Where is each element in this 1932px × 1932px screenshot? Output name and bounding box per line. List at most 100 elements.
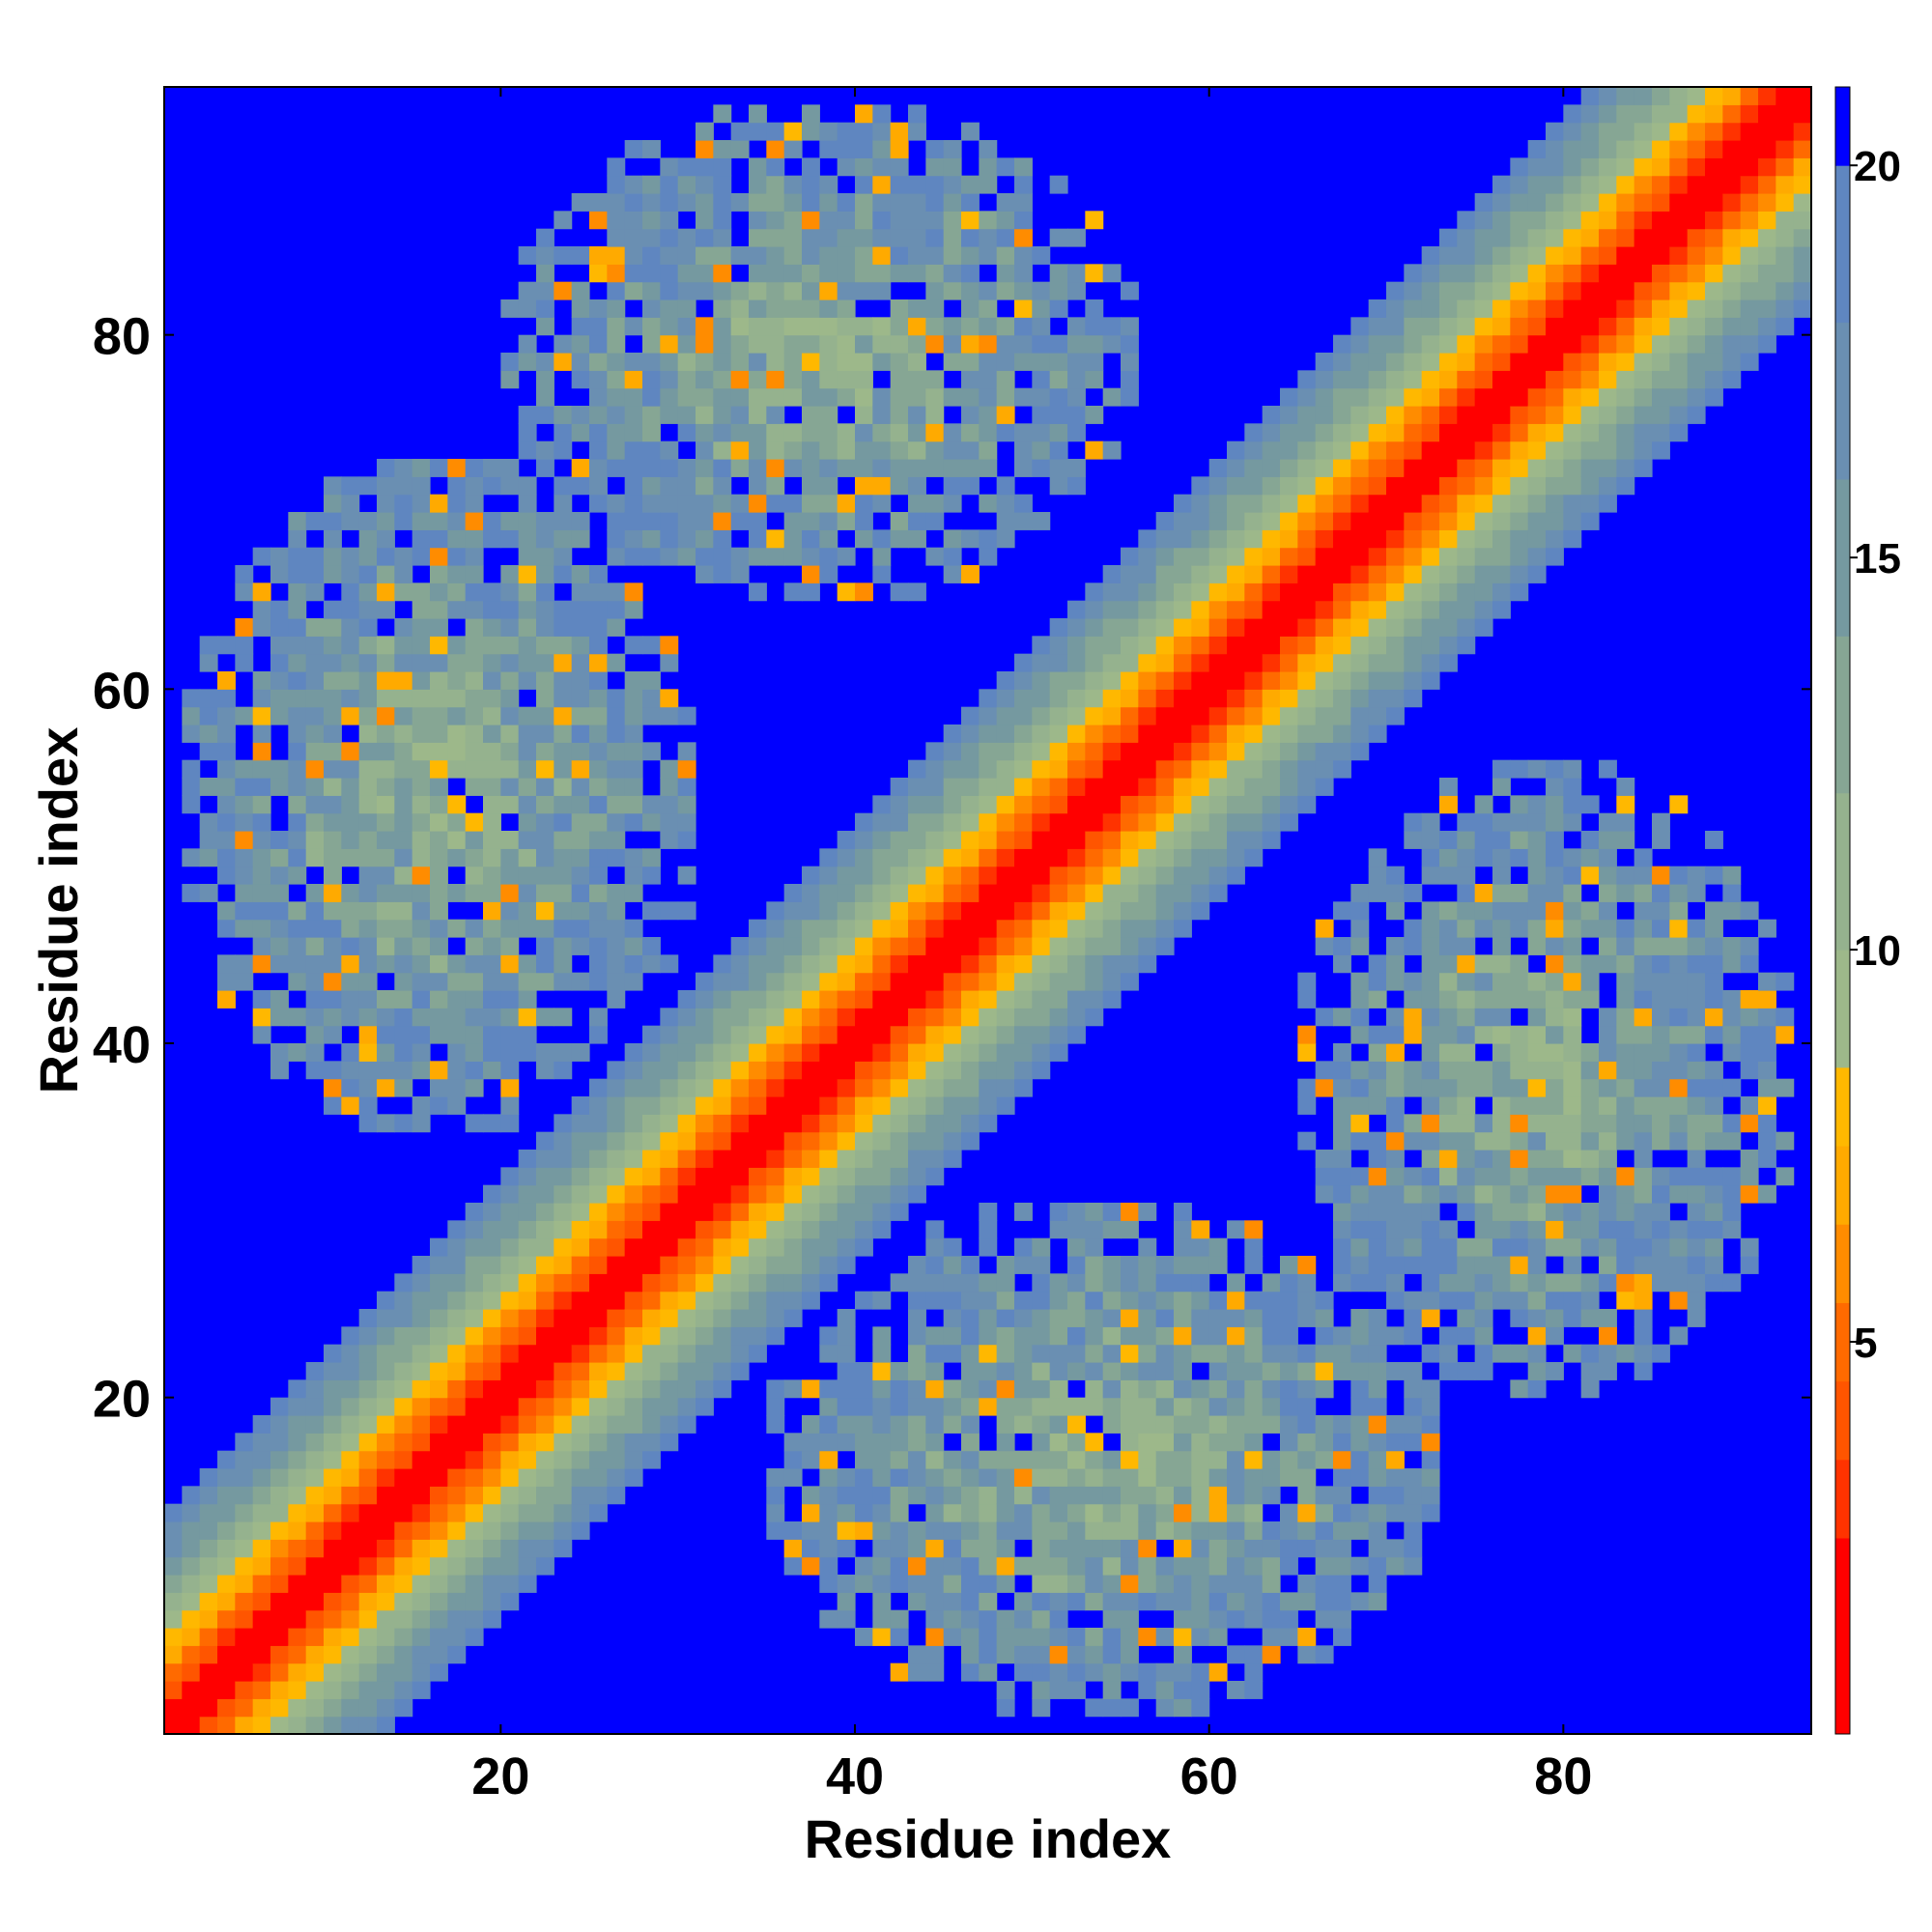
heatmap-cell — [1227, 1415, 1245, 1434]
heatmap-cell — [1315, 1575, 1334, 1593]
heatmap-cell — [1616, 281, 1635, 300]
heatmap-cell — [235, 1433, 254, 1452]
heatmap-cell — [961, 795, 980, 814]
heatmap-cell — [1121, 370, 1139, 389]
heatmap-cell — [1032, 653, 1051, 672]
heatmap-cell — [288, 529, 307, 549]
heatmap-cell — [943, 919, 962, 938]
heatmap-cell — [1350, 1592, 1370, 1611]
heatmap-cell — [536, 1184, 554, 1204]
heatmap-cell — [483, 759, 501, 779]
heatmap-cell — [571, 334, 590, 354]
heatmap-cell — [500, 1344, 520, 1363]
heatmap-cell — [1439, 281, 1458, 300]
heatmap-cell — [1350, 1167, 1370, 1186]
heatmap-cell — [1421, 990, 1440, 1009]
heatmap-cell — [305, 1379, 325, 1399]
heatmap-cell — [802, 1203, 820, 1221]
heatmap-cell — [1350, 1096, 1370, 1115]
heatmap-cell — [1191, 1415, 1210, 1434]
heatmap-cell — [908, 1096, 926, 1115]
heatmap-cell — [288, 1008, 307, 1027]
heatmap-cell — [288, 600, 307, 619]
heatmap-cell — [1580, 211, 1600, 230]
heatmap-cell — [943, 440, 962, 460]
heatmap-cell — [1032, 459, 1051, 477]
heatmap-cell — [1244, 653, 1264, 672]
heatmap-cell — [305, 954, 325, 974]
heatmap-cell — [1368, 476, 1387, 496]
heatmap-cell — [1085, 1326, 1104, 1346]
heatmap-cell — [1474, 848, 1493, 867]
heatmap-cell — [1191, 742, 1210, 761]
heatmap-cell — [324, 706, 342, 725]
heatmap-cell — [1386, 653, 1405, 672]
heatmap-cell — [500, 459, 520, 477]
heatmap-cell — [607, 193, 626, 212]
heatmap-cell — [925, 140, 945, 158]
heatmap-cell — [1705, 1008, 1723, 1027]
heatmap-cell — [1386, 1539, 1405, 1558]
heatmap-cell — [908, 1008, 926, 1027]
heatmap-cell — [1032, 1698, 1051, 1718]
heatmap-cell — [252, 866, 271, 885]
heatmap-cell — [1404, 1025, 1423, 1044]
heatmap-cell — [1404, 406, 1423, 424]
heatmap-cell — [1280, 742, 1298, 761]
heatmap-cell — [713, 406, 732, 424]
heatmap-cell — [394, 565, 413, 583]
heatmap-cell — [1262, 1575, 1281, 1593]
heatmap-cell — [1457, 901, 1476, 921]
heatmap-cell — [1333, 1468, 1351, 1487]
heatmap-cell — [1138, 1291, 1157, 1310]
heatmap-cell — [1740, 937, 1759, 955]
heatmap-cell — [819, 440, 838, 460]
heatmap-cell — [1793, 87, 1812, 105]
heatmap-cell — [1492, 211, 1511, 230]
heatmap-cell — [270, 937, 289, 955]
heatmap-cell — [412, 1645, 431, 1664]
heatmap-cell — [235, 1698, 254, 1718]
heatmap-cell — [1687, 193, 1706, 212]
heatmap-cell — [713, 1184, 732, 1204]
heatmap-cell — [766, 1167, 785, 1186]
heatmap-cell — [1032, 671, 1051, 690]
heatmap-cell — [358, 1662, 378, 1682]
heatmap-cell — [961, 724, 980, 743]
heatmap-cell — [1652, 1237, 1670, 1257]
heatmap-cell — [1368, 1450, 1387, 1469]
heatmap-cell — [1049, 1025, 1068, 1044]
heatmap-cell — [483, 1362, 501, 1380]
heatmap-cell — [430, 1645, 448, 1664]
heatmap-cell — [500, 565, 520, 583]
heatmap-cell — [483, 884, 501, 902]
heatmap-cell — [1244, 1609, 1264, 1629]
heatmap-cell — [855, 1203, 873, 1221]
heatmap-cell — [908, 1379, 926, 1399]
heatmap-cell — [1350, 1273, 1370, 1293]
heatmap-cell — [890, 406, 909, 424]
heatmap-cell — [1634, 1256, 1653, 1274]
heatmap-cell — [908, 211, 926, 230]
heatmap-cell — [1333, 1184, 1351, 1204]
heatmap-cell — [749, 1344, 767, 1363]
heatmap-cell — [1687, 972, 1706, 991]
heatmap-cell — [642, 1256, 661, 1274]
heatmap-cell — [500, 778, 520, 796]
heatmap-cell — [1085, 1592, 1104, 1611]
heatmap-cell — [1705, 1025, 1723, 1044]
heatmap-cell — [536, 1450, 554, 1469]
heatmap-cell — [607, 954, 626, 974]
heatmap-cell — [1102, 1662, 1122, 1682]
heatmap-cell — [199, 1592, 218, 1611]
heatmap-cell — [554, 884, 573, 902]
heatmap-cell — [1421, 1256, 1440, 1274]
heatmap-cell — [1457, 334, 1476, 354]
heatmap-cell — [164, 1662, 183, 1682]
heatmap-cell — [890, 211, 909, 230]
heatmap-cell — [1457, 582, 1476, 602]
heatmap-cell — [837, 370, 856, 389]
heatmap-cell — [1102, 1397, 1122, 1416]
heatmap-cell — [412, 618, 431, 637]
heatmap-cell — [1421, 954, 1440, 974]
